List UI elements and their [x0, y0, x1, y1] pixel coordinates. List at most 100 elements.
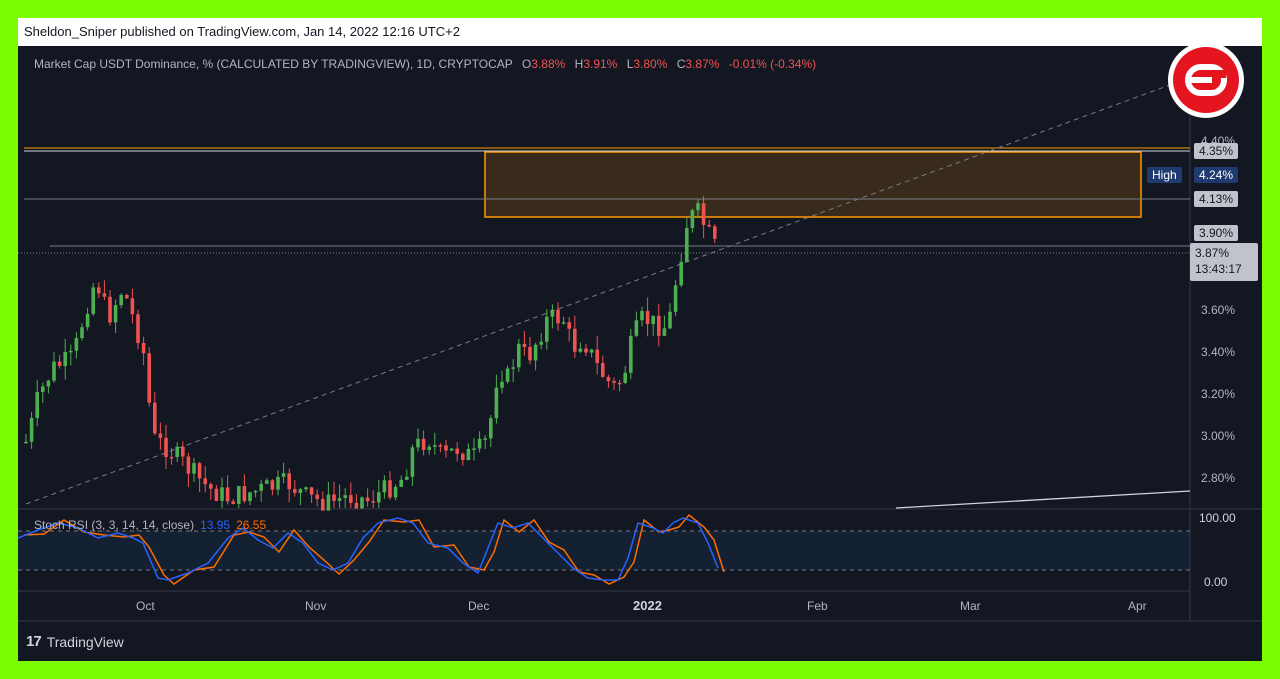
candle-body [209, 484, 213, 489]
tag-high-label: High [1147, 167, 1182, 183]
candle-body [707, 224, 711, 227]
candle-body [539, 341, 543, 345]
candle-body [472, 448, 476, 450]
candle-body [696, 203, 700, 211]
candle-body [584, 348, 588, 353]
low-key: L [626, 57, 634, 71]
candle-body [399, 479, 403, 487]
candle-body [371, 501, 375, 503]
candle-body [528, 346, 532, 361]
open-key: O [521, 57, 532, 71]
rsi-d-line[interactable] [23, 513, 725, 585]
candle-body [612, 381, 616, 383]
candle-body [589, 349, 594, 353]
rsi-k-line[interactable] [18, 517, 719, 581]
candle-body [354, 502, 359, 509]
candle-body [640, 310, 644, 321]
candle-series[interactable] [24, 195, 717, 511]
rsi-title: Stoch RSI (3, 3, 14, 14, close) [34, 518, 195, 532]
candle-body [97, 287, 101, 294]
candle-body [567, 322, 571, 329]
candle-body [192, 463, 196, 474]
candle-body [421, 438, 426, 450]
candle-body [326, 494, 331, 511]
trendline-white[interactable] [895, 490, 1191, 509]
candle-body [85, 313, 90, 328]
candle-body [276, 476, 280, 490]
candle-body [550, 309, 555, 317]
candle-body [136, 314, 140, 344]
candle-body [24, 441, 28, 444]
candle-body [466, 448, 471, 461]
candle-body [102, 293, 107, 297]
candle-body [321, 498, 325, 511]
candle-body [74, 338, 79, 351]
candle-body [46, 380, 51, 387]
x-tick-apr: Apr [1128, 599, 1147, 613]
open-value: 3.88% [531, 57, 566, 71]
candle-body [41, 386, 45, 392]
candle-body [617, 382, 622, 385]
candle-body [197, 463, 202, 479]
candle-body [388, 480, 392, 498]
x-tick-feb: Feb [807, 599, 828, 613]
rsi-k-value: 13.95 [200, 518, 231, 532]
candle-body [309, 487, 314, 495]
publisher-text: Sheldon_Sniper published on TradingView.… [24, 24, 460, 39]
candle-body [444, 445, 448, 451]
candle-body [147, 353, 151, 403]
trendline-dashed[interactable] [25, 81, 1179, 505]
candle-body [561, 322, 566, 324]
change-value: -0.01% (-0.34%) [728, 57, 817, 71]
y-tick-3-20: 3.20% [1201, 387, 1235, 401]
chart-canvas[interactable]: 4.40% 3.60% 3.40% 3.20% 3.00% 2.80% 100.… [18, 18, 1262, 661]
candle-body [701, 203, 706, 225]
candle-body [629, 335, 633, 373]
candle-body [360, 497, 364, 509]
candle-body [685, 227, 689, 262]
y-tick-3-00: 3.00% [1201, 429, 1235, 443]
candle-body [645, 310, 650, 325]
candle-body [573, 328, 577, 352]
symbol-info[interactable]: Market Cap USDT Dominance, % (CALCULATED… [34, 57, 816, 71]
candle-body [29, 417, 34, 442]
low-value: 3.80% [633, 57, 668, 71]
candle-body [517, 343, 521, 368]
rsi-legend[interactable]: Stoch RSI (3, 3, 14, 14, close) 13.95 26.5… [34, 518, 266, 532]
candle-body [477, 438, 482, 449]
candle-body [657, 315, 661, 336]
x-tick-dec: Dec [468, 599, 489, 613]
candle-body [405, 476, 409, 480]
candle-body [545, 316, 549, 342]
rsi-band-fill [18, 531, 1190, 570]
symbol-title: Market Cap USDT Dominance, % (CALCULATED… [34, 57, 513, 71]
candle-body [141, 343, 146, 354]
candle-body [533, 344, 538, 361]
x-tick-oct: Oct [136, 599, 155, 613]
candle-body [427, 446, 431, 450]
candle-body [713, 226, 717, 239]
candle-body [153, 402, 157, 434]
candle-body [668, 311, 672, 329]
candle-body [489, 418, 493, 439]
candle-body [175, 446, 179, 458]
rsi-axis-bottom: 0.00 [1204, 575, 1228, 589]
candle-body [265, 480, 269, 484]
tradingview-footer[interactable]: 17 TradingView [26, 633, 124, 650]
candle-body [169, 456, 174, 459]
candle-body [343, 495, 347, 499]
candle-body [225, 487, 230, 502]
close-value: 3.87% [685, 57, 720, 71]
candle-body [35, 391, 39, 418]
candle-body [483, 438, 487, 440]
candle-body [449, 448, 454, 451]
candle-body [522, 343, 527, 347]
candle-body [113, 305, 118, 323]
tag-level-low: 3.90% [1194, 225, 1239, 241]
candle-body [511, 367, 515, 369]
candle-body [377, 492, 381, 503]
last-price-value: 3.87% [1195, 246, 1230, 260]
resistance-zone[interactable] [484, 151, 1142, 218]
candle-body [164, 437, 168, 457]
candle-body [125, 294, 129, 299]
